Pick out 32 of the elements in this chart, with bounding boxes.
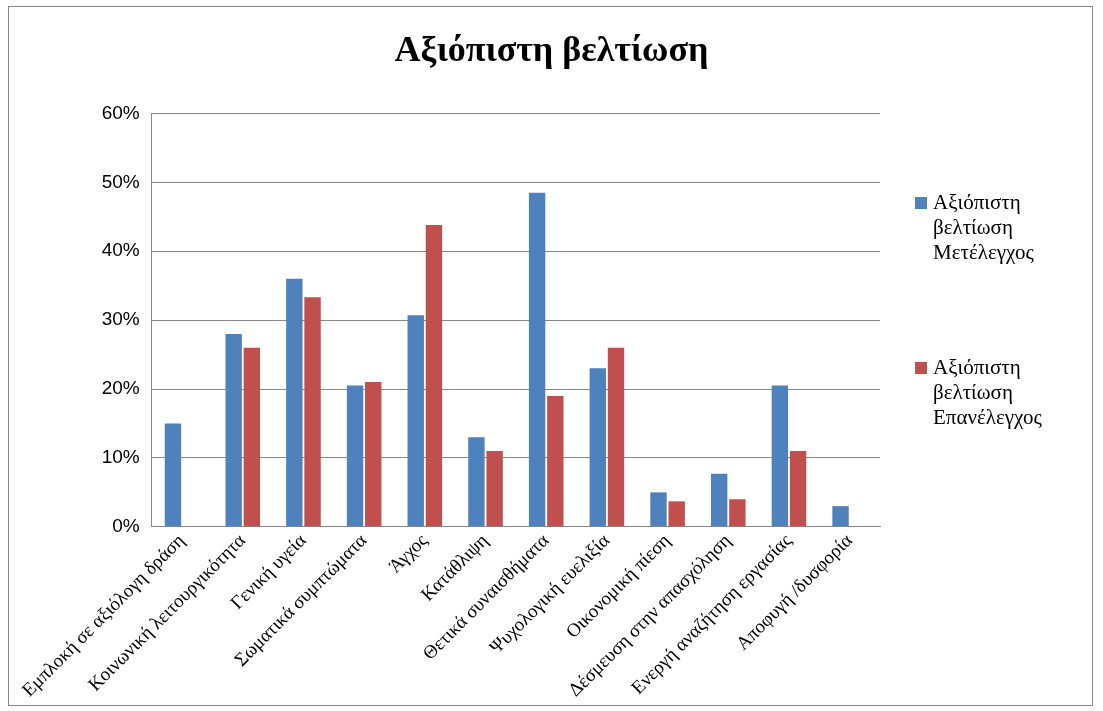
y-tick-label: 0% (112, 515, 140, 537)
bar (771, 385, 789, 527)
y-tick-label: 20% (101, 377, 140, 399)
chart-title: Αξιόπιστη βελτίωση (393, 28, 710, 70)
y-tick-label: 60% (101, 101, 140, 123)
bar (365, 382, 382, 527)
bar (407, 315, 424, 527)
bar (225, 333, 242, 527)
bar (304, 297, 321, 527)
y-tick-label: 10% (101, 446, 140, 468)
bar (607, 347, 625, 527)
bar (729, 499, 746, 527)
legend-label: Αξιόπιστη βελτίωση Επανέλεγχος (933, 355, 1043, 430)
bar (468, 437, 485, 527)
bar (243, 347, 261, 527)
bar (832, 506, 849, 527)
bar (164, 423, 182, 527)
bar (789, 451, 807, 527)
bar (528, 192, 546, 527)
bar (346, 385, 364, 527)
legend-label: Αξιόπιστη βελτίωση Μετέλεγχος (933, 190, 1035, 265)
y-tick-label: 40% (101, 239, 140, 261)
y-tick-label: 50% (101, 170, 140, 192)
bar (286, 278, 303, 527)
y-tick-label: 30% (101, 308, 140, 330)
bar (425, 225, 443, 527)
bar (547, 395, 564, 527)
bar (650, 492, 667, 527)
bar (668, 501, 685, 527)
bar (589, 368, 606, 527)
bar (710, 473, 728, 527)
bar (486, 451, 503, 527)
